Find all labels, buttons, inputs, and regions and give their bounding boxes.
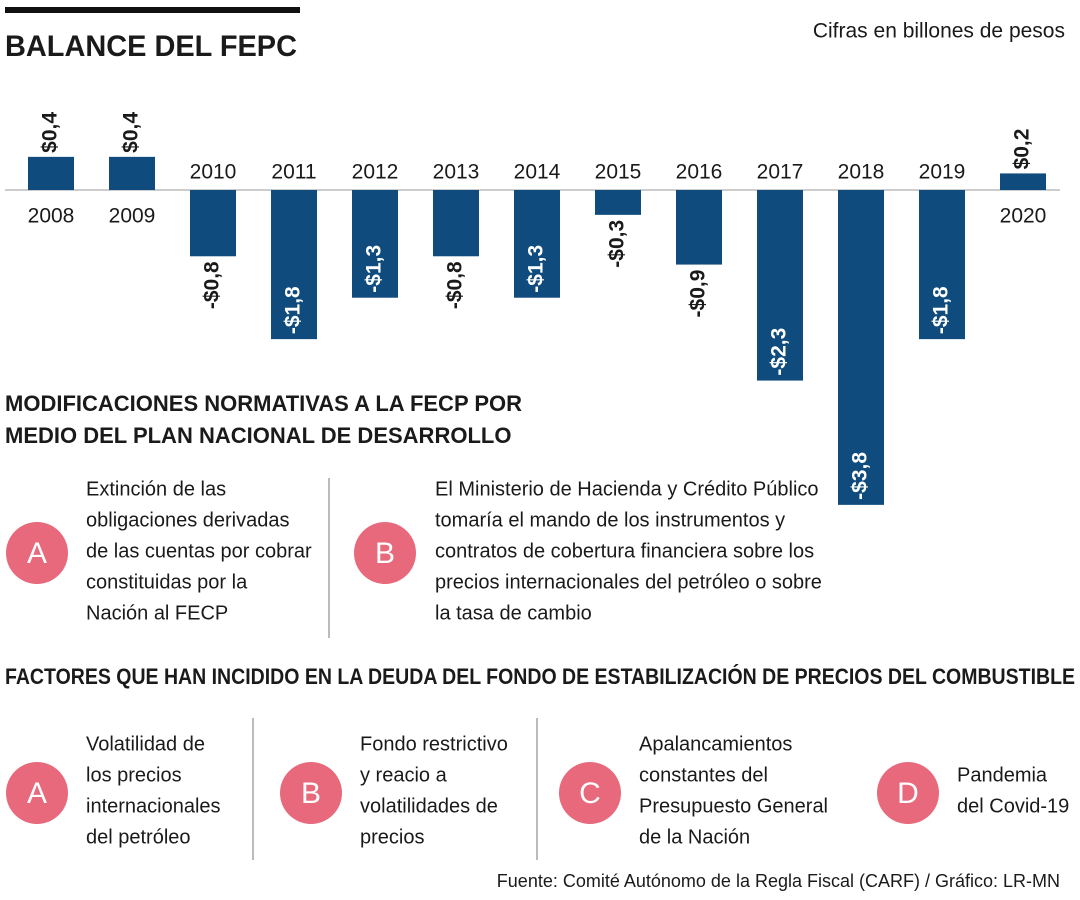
item-text: internacionales [86,795,221,817]
value-label: -$1,8 [930,286,953,334]
value-label: $0,2 [1011,129,1034,170]
letter: B [301,777,321,810]
value-label: -$1,8 [282,286,305,334]
value-label: -$0,3 [606,220,629,268]
bar [676,190,722,265]
value-label: -$2,3 [768,328,791,376]
section-title: MEDIO DEL PLAN NACIONAL DE DESARROLLO [5,423,511,448]
x-tick-label: 2014 [514,161,561,184]
x-tick-label: 2008 [28,205,75,228]
bar [919,190,965,340]
chart-title: BALANCE DEL FEPC [5,30,297,63]
bar [190,190,236,257]
x-tick-label: 2017 [757,161,804,184]
value-label: -$1,3 [363,245,386,293]
letter: D [897,777,919,810]
x-tick-label: 2016 [676,161,723,184]
letter-circle [877,762,939,824]
value-label: -$3,8 [849,452,872,500]
value-label: -$1,3 [525,245,548,293]
letter-circle [559,762,621,824]
bar [433,190,479,257]
x-tick-label: 2019 [919,161,966,184]
item-text: la tasa de cambio [435,602,592,624]
item-text: volatilidades de [360,795,498,817]
item-text: los precios [86,764,182,786]
item-text: Presupuesto General [639,795,828,817]
bar [757,190,803,381]
bar [271,190,317,340]
item-text: constantes del [639,764,768,786]
top-rule [5,7,300,13]
value-label: $0,4 [120,112,143,153]
letter-circle [280,762,342,824]
bar [109,156,155,190]
letter-circle [354,522,416,584]
bar [352,190,398,298]
item-text: constituidas por la [86,571,248,593]
item-text: contratos de cobertura financiera sobre … [435,540,814,562]
item-text: precios internacionales del petróleo o s… [435,571,822,593]
value-label: $0,4 [39,112,62,153]
chart-subtitle: Cifras en billones de pesos [813,20,1065,43]
bar [514,190,560,298]
source: Fuente: Comité Autónomo de la Regla Fisc… [497,871,1060,891]
value-label: -$0,9 [687,270,710,318]
item-text: Apalancamientos [639,733,792,755]
x-tick-label: 2011 [271,161,316,184]
item-text: Fondo restrictivo [360,733,508,755]
x-tick-label: 2009 [109,205,156,228]
bar [1000,173,1046,190]
letter: B [375,537,395,570]
letter: C [579,777,601,810]
item-text: precios [360,826,424,848]
x-tick-label: 2018 [838,161,885,184]
letter-circle [6,522,68,584]
item-text: obligaciones derivadas [86,509,289,531]
section-title: MODIFICACIONES NORMATIVAS A LA FECP POR [5,391,522,416]
item-text: del Covid-19 [957,795,1069,817]
item-text: del petróleo [86,826,191,848]
value-label: -$0,8 [444,261,467,309]
bar [28,156,74,190]
bar [838,190,884,505]
item-text: y reacio a [360,764,448,786]
item-text: de la Nación [639,826,750,848]
bar [595,190,641,215]
item-text: El Ministerio de Hacienda y Crédito Públ… [435,478,819,500]
section-title: FACTORES QUE HAN INCIDIDO EN LA DEUDA DE… [5,664,1075,689]
x-tick-label: 2013 [433,161,480,184]
x-tick-label: 2015 [595,161,642,184]
item-text: Pandemia [957,764,1048,786]
item-text: de las cuentas por cobrar [86,540,312,562]
x-tick-label: 2010 [190,161,237,184]
letter-circle [6,762,68,824]
x-tick-label: 2012 [352,161,399,184]
item-text: Volatilidad de [86,733,205,755]
value-label: -$0,8 [201,261,224,309]
letter: A [27,777,47,810]
item-text: Nación al FECP [86,602,228,624]
item-text: Extinción de las [86,478,226,500]
x-tick-label: 2020 [1000,205,1047,228]
item-text: tomaría el mando de los instrumentos y [435,509,785,531]
letter: A [27,537,47,570]
